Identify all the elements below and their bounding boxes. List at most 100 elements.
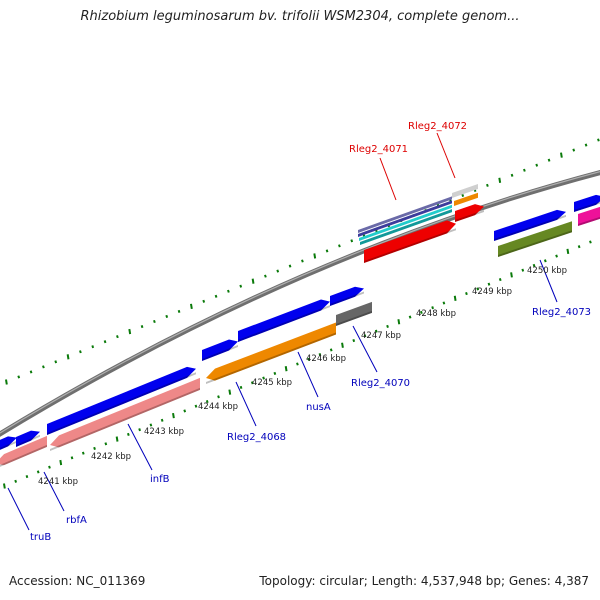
inner-tick <box>48 465 51 469</box>
inner-tick <box>59 459 63 466</box>
outer-tick <box>301 259 304 263</box>
label-leaders <box>7 132 558 531</box>
gene-feature-rbfA[interactable] <box>16 430 40 447</box>
outer-tick <box>116 335 119 339</box>
gene-features <box>0 183 600 469</box>
outer-tick <box>264 274 267 278</box>
accession-text: Accession: NC_011369 <box>9 574 146 588</box>
inner-tick <box>115 436 119 442</box>
gene-feature-pink-infB[interactable] <box>50 377 200 451</box>
inner-tick <box>408 315 412 319</box>
inner-tick <box>70 456 74 460</box>
inner-tick <box>149 423 153 427</box>
gene-feature-olive[interactable] <box>498 221 572 257</box>
gene-feature-stack-navy[interactable] <box>358 200 452 237</box>
gene-label-infB[interactable]: infB <box>150 474 170 485</box>
gene-feature-grey[interactable] <box>336 301 372 326</box>
leader-nusA <box>297 351 319 398</box>
scale-labels: 4241 kbp 4242 kbp 4243 kbp 4244 kbp 4245… <box>38 266 567 487</box>
leader-rleg2-4073 <box>539 259 558 303</box>
gene-feature-right-edge[interactable] <box>574 194 600 212</box>
gene-label-rleg2-4070[interactable]: Rleg2_4070 <box>351 378 410 389</box>
leader-rleg2-4071 <box>379 157 397 201</box>
outer-tick <box>584 143 588 147</box>
scale-label: 4243 kbp <box>144 427 184 437</box>
outer-tick <box>486 183 489 187</box>
gene-feature-infB[interactable] <box>47 366 196 435</box>
scale-label: 4242 kbp <box>91 452 131 462</box>
gene-feature-orange-nusA[interactable] <box>206 322 336 384</box>
inner-tick-marks <box>3 240 592 489</box>
outer-tick <box>227 289 230 293</box>
inner-tick <box>239 385 243 390</box>
outer-tick <box>66 354 70 360</box>
inner-tick <box>420 310 423 314</box>
gene-feature-lightgrey[interactable] <box>452 183 478 198</box>
gene-feature-stack-purple[interactable] <box>358 196 452 233</box>
gene-feature-rleg2-4073[interactable] <box>494 209 566 241</box>
outer-tick <box>288 264 292 268</box>
inner-tick <box>284 366 288 372</box>
gene-feature-rleg2-4068[interactable] <box>202 339 238 361</box>
outer-tick <box>177 309 181 313</box>
outer-tick <box>572 148 576 152</box>
gene-feature-red-rleg2-4071[interactable] <box>364 220 456 263</box>
inner-tick <box>250 381 254 385</box>
inner-tick <box>521 268 525 272</box>
gene-feature-nusA[interactable] <box>238 299 330 342</box>
outer-tick <box>54 360 58 364</box>
inner-tick <box>476 287 480 291</box>
inner-tick <box>104 442 108 446</box>
inner-tick <box>81 451 85 455</box>
outer-tick <box>128 328 132 335</box>
outer-tick <box>535 163 539 167</box>
outer-tick <box>91 345 95 349</box>
inner-tick <box>453 295 457 301</box>
leader-infB <box>127 423 153 471</box>
inner-tick <box>487 282 491 286</box>
gene-feature-red-rleg2-4072[interactable] <box>455 204 484 222</box>
scale-label: 4244 kbp <box>198 402 238 412</box>
inner-tick <box>228 389 232 395</box>
gene-feature-orange-4072[interactable] <box>454 192 478 206</box>
inner-tick <box>532 263 536 268</box>
outer-tick <box>140 324 144 329</box>
inner-tick <box>25 475 29 479</box>
gene-feature-pink-left[interactable] <box>0 435 47 469</box>
gene-label-rleg2-4071[interactable]: Rleg2_4071 <box>349 144 408 155</box>
gene-feature-rleg2-4070[interactable] <box>330 286 364 306</box>
outer-tick <box>597 138 600 142</box>
inner-tick <box>374 329 378 333</box>
outer-tick <box>29 370 33 374</box>
gene-label-rleg2-4068[interactable]: Rleg2_4068 <box>227 432 286 443</box>
inner-tick <box>296 362 299 366</box>
inner-tick <box>431 306 434 310</box>
gene-feature-magenta[interactable] <box>578 205 600 226</box>
outer-tick <box>510 173 514 177</box>
inner-tick <box>93 446 96 451</box>
outer-tick <box>5 379 8 385</box>
inner-tick <box>363 334 367 338</box>
gene-labels: truB rbfA infB Rleg2_4068 nusA Rleg2_407… <box>30 121 591 543</box>
gene-feature-truB[interactable] <box>0 436 17 452</box>
inner-tick <box>127 432 130 436</box>
gene-label-rleg2-4072[interactable]: Rleg2_4072 <box>408 121 467 132</box>
gene-label-truB[interactable]: truB <box>30 532 51 543</box>
outer-tick <box>190 303 193 310</box>
inner-tick <box>36 470 40 474</box>
outer-tick <box>547 158 551 162</box>
gene-label-rbfA[interactable]: rbfA <box>66 515 87 526</box>
outer-tick <box>350 239 354 243</box>
inner-tick <box>172 412 175 419</box>
inner-tick <box>442 301 446 305</box>
inner-tick <box>217 395 220 399</box>
inner-tick <box>386 324 389 329</box>
gene-label-rleg2-4073[interactable]: Rleg2_4073 <box>532 307 591 318</box>
outer-tick <box>338 244 341 248</box>
gene-feature-stack-teal[interactable] <box>360 209 452 245</box>
gene-label-nusA[interactable]: nusA <box>306 402 331 413</box>
map-title: Rhizobium leguminosarum bv. trifolii WSM… <box>80 9 520 24</box>
outer-tick-marks <box>5 138 600 385</box>
gene-feature-stack-cyan[interactable] <box>359 204 452 241</box>
